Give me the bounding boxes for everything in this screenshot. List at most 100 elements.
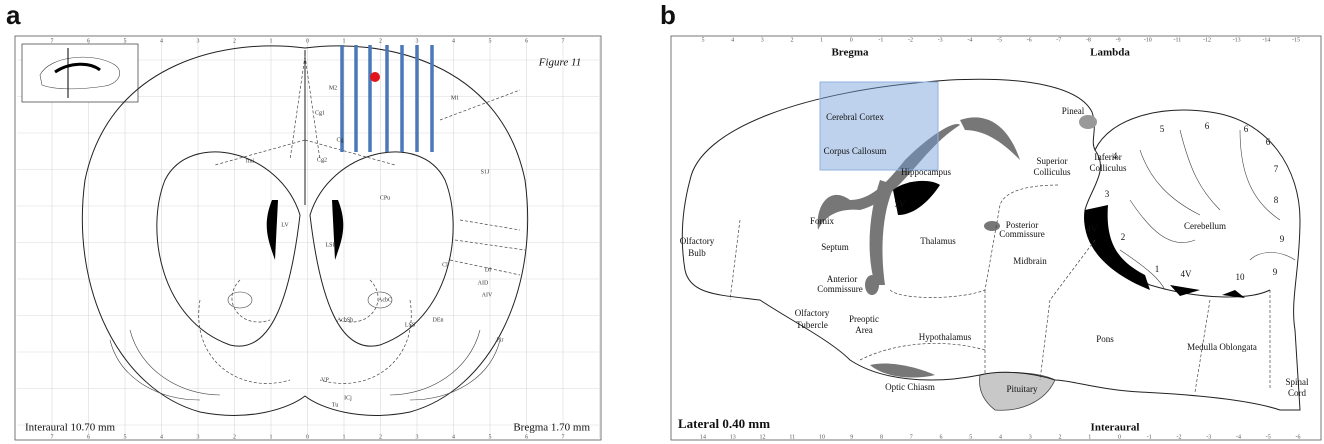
region-label: 6: [1266, 137, 1271, 147]
ruler-label: 5: [124, 38, 127, 44]
region-label: Bulb: [688, 248, 706, 258]
ruler-label: 7: [562, 38, 565, 44]
ruler-label: -10: [1144, 37, 1152, 43]
ruler-label: 1: [270, 434, 273, 440]
region-label: 3V: [895, 199, 907, 209]
coordinate-label: Interaural 10.70 mm: [25, 422, 116, 434]
region-label: S1J: [481, 169, 490, 175]
ruler-label: -13: [1233, 37, 1241, 43]
inset: [22, 44, 138, 102]
region-label: 7: [1274, 164, 1279, 174]
region-label: Superior: [1037, 156, 1068, 166]
ruler-label: 5: [124, 434, 127, 440]
region-label: AcbSh: [337, 317, 353, 323]
ruler-label: 3: [761, 37, 764, 43]
coordinate-label: Bregma 1.70 mm: [513, 422, 590, 434]
ruler-label: 3: [1029, 434, 1032, 440]
region-label: Cord: [1288, 388, 1307, 398]
ruler-label: 4: [452, 434, 455, 440]
ruler-label: -4: [1236, 434, 1241, 440]
panel-label: b: [660, 0, 676, 30]
region-label: Cerebral Cortex: [826, 112, 884, 122]
region-label: 10: [1236, 272, 1246, 282]
posterior-commissure: [984, 221, 1000, 231]
landmark: Bregma: [831, 47, 869, 59]
region-label: Pineal: [1062, 106, 1085, 116]
region-label: Cg1: [315, 110, 325, 116]
region-label: ICj: [344, 395, 352, 401]
panel-label: a: [6, 0, 21, 30]
region-label: Tu: [332, 402, 338, 408]
coordinate-label: Interaural: [1091, 422, 1140, 434]
recording-area: [820, 82, 938, 170]
electrode-tracks: [342, 45, 432, 152]
figure-label: Figure 11: [538, 57, 581, 69]
ruler-label: 4: [160, 38, 163, 44]
ruler-label: -12: [1203, 37, 1211, 43]
ruler-label: -4: [967, 37, 972, 43]
region-label: 9: [1273, 267, 1278, 277]
ruler-label: 7: [51, 38, 54, 44]
region-label: 3: [1105, 189, 1110, 199]
region-label: VP: [321, 377, 329, 383]
region-label: 4: [1113, 151, 1118, 161]
ruler-label: 2: [233, 38, 236, 44]
ruler-label: 2: [379, 434, 382, 440]
region-label: 2: [1121, 232, 1126, 242]
region-label: Hypothalamus: [919, 332, 972, 342]
landmark: Lambda: [1090, 47, 1130, 59]
ruler-label: 7: [910, 434, 913, 440]
ruler-label: -6: [1296, 434, 1301, 440]
ruler-label: 7: [51, 434, 54, 440]
region-label: Colliculus: [1089, 163, 1126, 173]
region-label: 8: [1274, 195, 1279, 205]
ruler-label: -1: [1147, 434, 1152, 440]
ruler-label: 2: [233, 434, 236, 440]
region-label: fmi: [246, 157, 255, 164]
ruler-label: 6: [940, 434, 943, 440]
ruler-label: -3: [938, 37, 943, 43]
region-label: Hippocampus: [901, 167, 951, 177]
ruler-label: 5: [969, 434, 972, 440]
ruler-label: 4: [160, 434, 163, 440]
region-label: Anterior: [827, 274, 858, 284]
region-label: Fornix: [810, 216, 835, 226]
injection-site: [370, 72, 380, 82]
region-label: Cg: [336, 137, 343, 143]
ruler-label: 0: [850, 37, 853, 43]
region-label: 6: [1244, 124, 1249, 134]
region-label: Medulla Oblongata: [1187, 342, 1257, 352]
ruler-label: 5: [702, 37, 705, 43]
pineal: [1079, 115, 1097, 129]
ruler-label: 4: [999, 434, 1002, 440]
ruler-label: 3: [197, 434, 200, 440]
region-label: LSI: [326, 242, 335, 248]
region-label: 9: [1280, 234, 1285, 244]
ruler-label: 1: [343, 434, 346, 440]
region-label: Midbrain: [1013, 256, 1047, 266]
ruler-label: 0: [1118, 434, 1121, 440]
region-label: Preoptic: [849, 314, 879, 324]
ruler-label: -6: [1027, 37, 1032, 43]
region-label: AcbC: [378, 297, 392, 303]
region-label: Olfactory: [680, 236, 715, 246]
region-label: Area: [855, 325, 873, 335]
ruler-label: 7: [562, 434, 565, 440]
ruler-label: -15: [1292, 37, 1300, 43]
region-label: Tubercle: [796, 320, 828, 330]
region-label: M2: [329, 85, 337, 91]
region-label: Colliculus: [1033, 167, 1070, 177]
ruler-label: 6: [525, 434, 528, 440]
region-label: 5: [1160, 124, 1165, 134]
region-label: M1: [451, 95, 459, 101]
region-label: Commissure: [817, 284, 863, 294]
ruler-label: -11: [1174, 37, 1182, 43]
ruler-label: -14: [1262, 37, 1270, 43]
region-label: Corpus Callosum: [824, 146, 887, 156]
region-label: 4V: [1087, 224, 1099, 234]
ruler-label: 13: [730, 434, 736, 440]
region-label: Thalamus: [920, 236, 956, 246]
region-label: Olfactory: [795, 308, 830, 318]
region-label: LV: [281, 222, 289, 228]
region-label: Spinal: [1285, 377, 1309, 387]
